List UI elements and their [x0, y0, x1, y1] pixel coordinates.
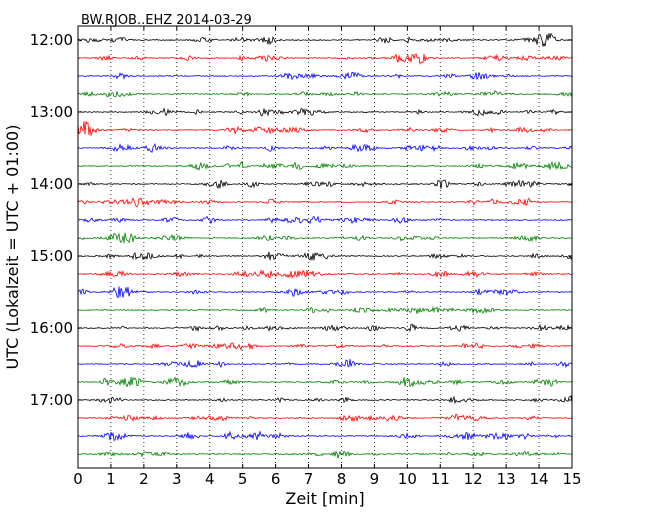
- seismogram-trace: [77, 251, 573, 261]
- x-tick-label: 7: [304, 470, 314, 488]
- x-tick-label: 10: [398, 470, 417, 488]
- x-tick-label: 8: [337, 470, 347, 488]
- y-tick-label: 16:00: [30, 319, 73, 337]
- seismogram-trace: [77, 197, 573, 208]
- seismogram-trace: [77, 450, 573, 459]
- x-tick-label: 3: [172, 470, 182, 488]
- seismogram-trace: [77, 286, 573, 299]
- x-tick-label: 9: [370, 470, 380, 488]
- seismogram-trace: [77, 71, 573, 81]
- x-tick-label: 5: [238, 470, 248, 488]
- y-tick-label: 15:00: [30, 247, 73, 265]
- seismogram-traces: [77, 32, 573, 459]
- x-axis-label: Zeit [min]: [285, 489, 364, 508]
- x-tick-label: 14: [530, 470, 549, 488]
- seismogram-trace: [77, 215, 573, 225]
- x-tick-label: 2: [139, 470, 149, 488]
- x-tick-label: 1: [106, 470, 116, 488]
- x-tick-label: 6: [271, 470, 281, 488]
- seismogram-trace: [77, 413, 573, 423]
- x-tick-label: 12: [464, 470, 483, 488]
- seismogram-trace: [77, 160, 573, 171]
- seismogram-trace: [77, 142, 573, 154]
- seismogram-trace: [77, 121, 573, 137]
- seismogram-trace: [77, 179, 573, 189]
- seismogram-trace: [77, 90, 573, 98]
- seismogram-trace: [77, 232, 573, 244]
- x-tick-label: 15: [562, 470, 581, 488]
- y-tick-label: 14:00: [30, 175, 73, 193]
- seismogram-trace: [77, 342, 573, 351]
- y-tick-label: 13:00: [30, 103, 73, 121]
- y-axis-label: UTC (Lokalzeit = UTC + 01:00): [3, 125, 22, 370]
- seismogram-trace: [77, 376, 573, 388]
- seismogram-trace: [77, 395, 573, 405]
- chart-title: BW.RJOB..EHZ 2014-03-29: [81, 13, 252, 28]
- y-tick-label: 12:00: [30, 31, 73, 49]
- vertical-grid: [110, 26, 540, 468]
- seismogram-trace: [77, 359, 573, 369]
- seismogram-trace: [77, 305, 573, 315]
- y-tick-label: 17:00: [30, 391, 73, 409]
- seismogram-trace: [77, 107, 573, 117]
- x-tick-label: 11: [431, 470, 450, 488]
- seismogram-trace: [77, 32, 573, 47]
- seismogram-trace: [77, 323, 573, 333]
- x-tick-label: 4: [205, 470, 215, 488]
- seismogram-trace: [78, 430, 573, 442]
- x-tick-label: 0: [73, 470, 83, 488]
- x-axis: 0 1 2 3 4 5 6 7 8 9 10 11 12 13 14 15: [73, 26, 582, 488]
- x-tick-label: 13: [497, 470, 516, 488]
- plot-frame: [77, 25, 573, 469]
- seismogram-trace: [77, 53, 573, 65]
- seismogram-trace: [77, 269, 573, 279]
- y-axis: 12:00 13:00 14:00 15:00 16:00 17:00: [30, 31, 572, 409]
